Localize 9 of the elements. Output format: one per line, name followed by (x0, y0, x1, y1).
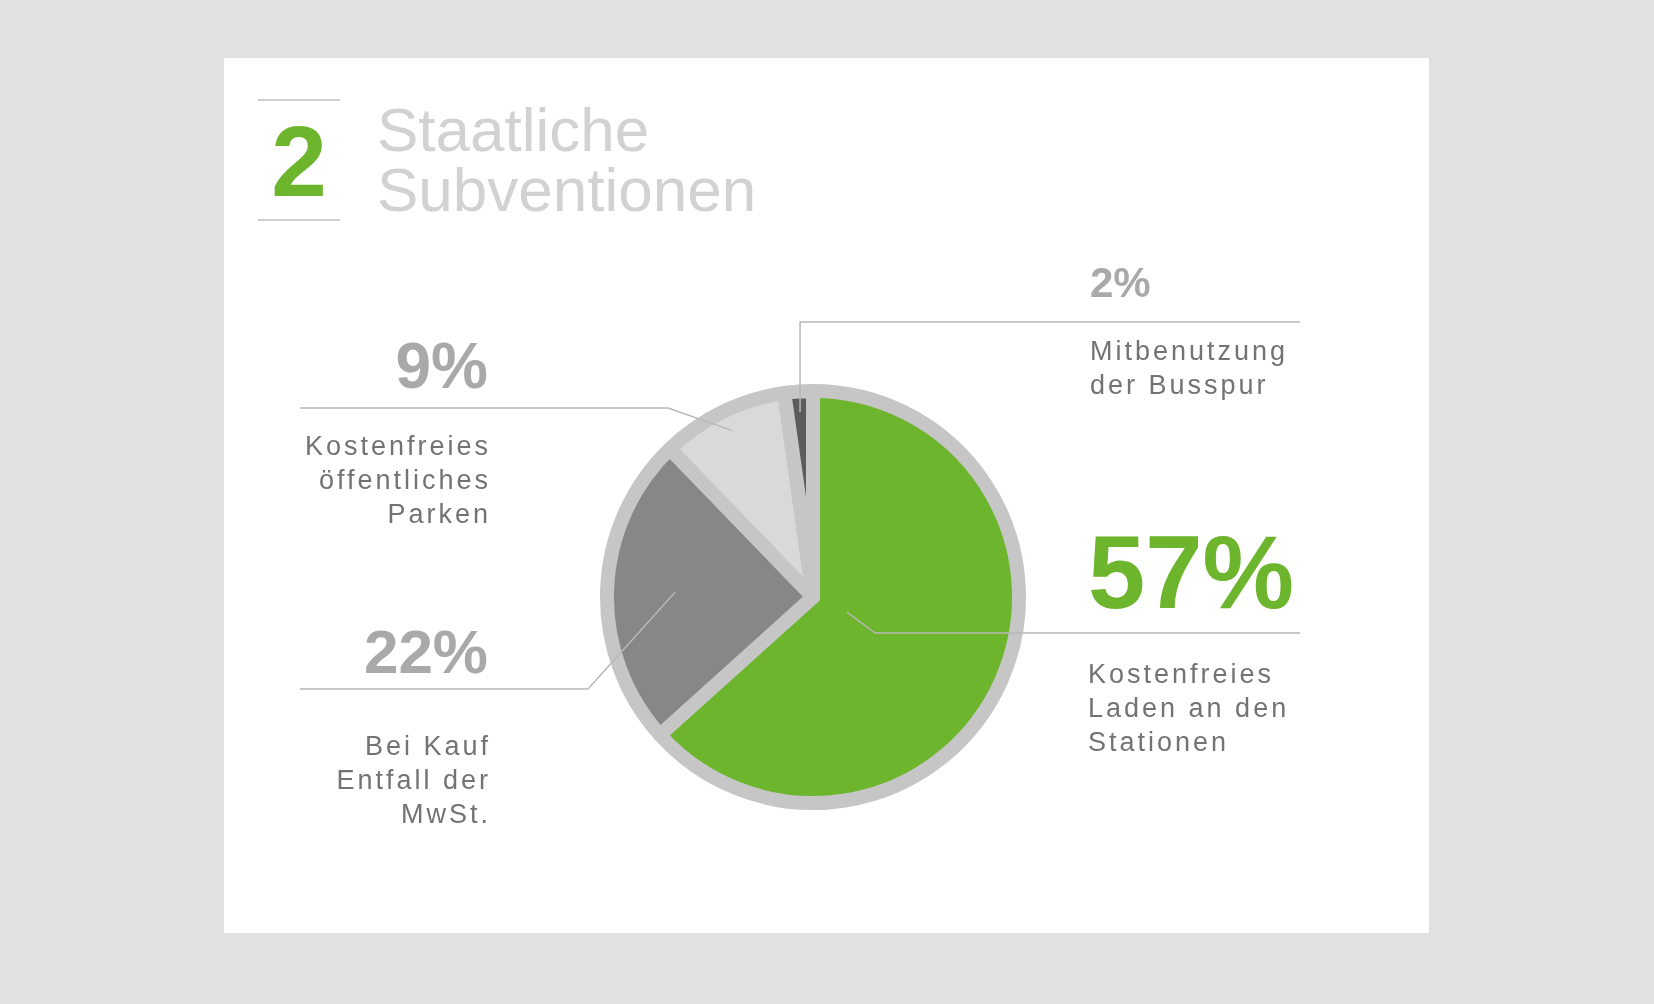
data-label: 2% (1090, 259, 1151, 306)
data-label: 57% (1088, 515, 1295, 630)
slice-label: Kostenfreies öffentliches Parken (304, 431, 491, 529)
slice-label: Mitbenutzung der Busspur (1090, 336, 1289, 400)
slice-label: Bei Kauf Entfall der MwSt. (336, 731, 491, 829)
text: 2 (258, 99, 340, 221)
data-label: 22% (363, 617, 488, 686)
data-label: 9% (395, 330, 488, 402)
slice-label: Kostenfreies Laden an den Stationen (1088, 659, 1290, 757)
